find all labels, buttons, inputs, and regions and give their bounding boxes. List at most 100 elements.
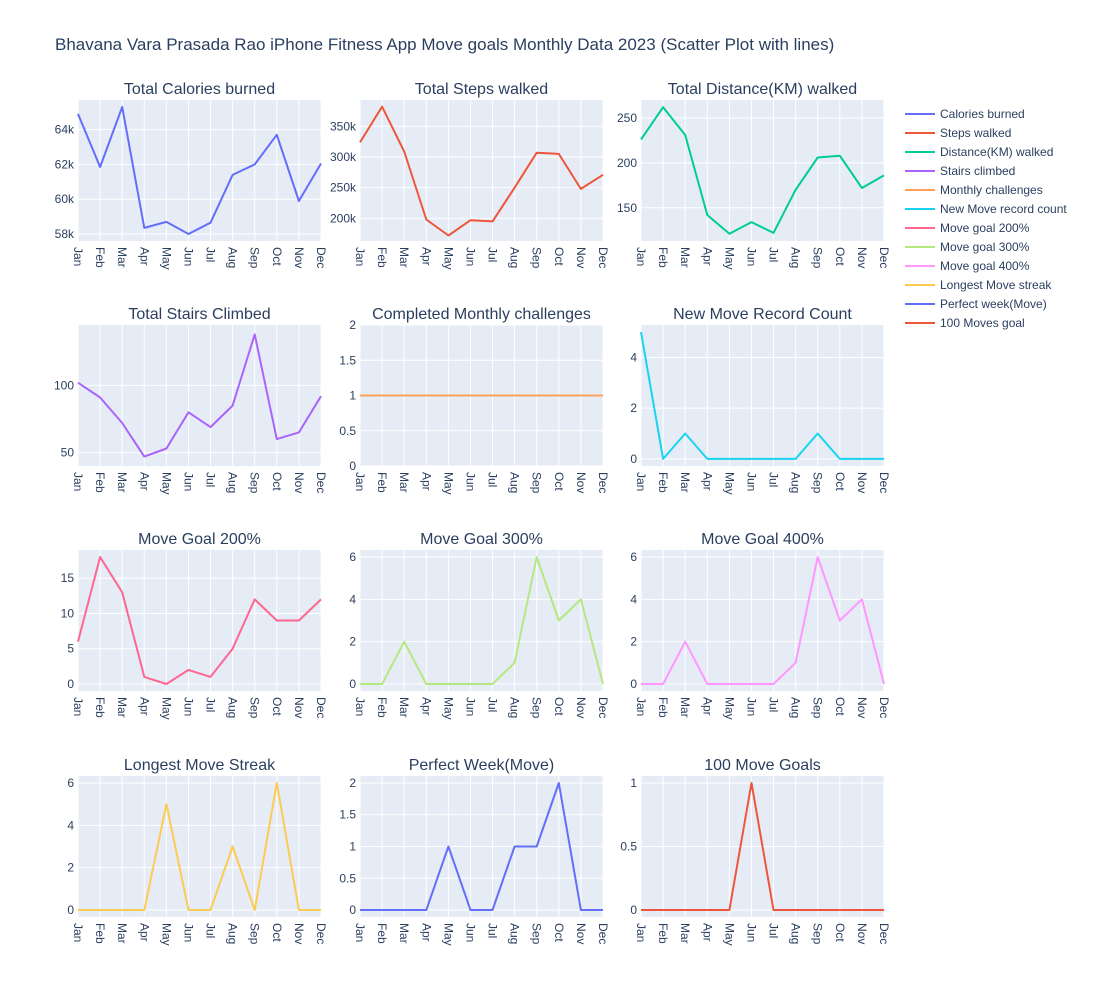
y-tick-label: 2: [349, 635, 356, 649]
x-tick-label: Nov: [574, 697, 588, 718]
x-tick-label: Jun: [744, 923, 758, 942]
subplot-title: Move Goal 200%: [138, 531, 261, 548]
y-tick-label: 2: [349, 318, 356, 332]
x-tick-label: Jun: [181, 247, 195, 266]
x-tick-label: Mar: [397, 472, 411, 493]
y-tick-label: 1: [349, 840, 356, 854]
y-tick-label: 200: [617, 156, 637, 170]
y-tick-label: 1: [630, 776, 637, 790]
legend-label: Longest Move streak: [940, 278, 1052, 292]
y-tick-label: 10: [61, 606, 75, 620]
legend-label: Calories burned: [940, 107, 1025, 121]
legend-item[interactable]: Longest Move streak: [905, 278, 1052, 292]
x-tick-label: Jan: [634, 472, 648, 491]
x-tick-label: Aug: [508, 472, 522, 493]
x-tick-label: Oct: [552, 923, 566, 942]
series-line[interactable]: [77, 106, 322, 235]
x-tick-label: Apr: [137, 697, 151, 716]
x-tick-label: Sep: [248, 247, 262, 269]
legend-item[interactable]: Move goal 200%: [905, 221, 1030, 235]
plot-background: [641, 550, 884, 691]
legend-item[interactable]: Move goal 400%: [905, 259, 1030, 273]
legend-item[interactable]: Perfect week(Move): [905, 297, 1047, 311]
x-tick-label: Oct: [270, 697, 284, 716]
x-tick-label: Feb: [375, 923, 389, 944]
y-tick-label: 0.5: [620, 840, 637, 854]
x-tick-label: Dec: [314, 472, 328, 493]
x-tick-label: May: [159, 697, 173, 720]
legend-item[interactable]: Steps walked: [905, 126, 1011, 140]
y-tick-label: 0: [349, 903, 356, 917]
subplot-title: Total Calories burned: [124, 81, 275, 98]
x-tick-label: Nov: [292, 923, 306, 944]
series-line[interactable]: [78, 782, 321, 911]
plot-background: [78, 100, 321, 241]
series-line[interactable]: [360, 556, 604, 685]
x-tick-label: Sep: [811, 472, 825, 494]
x-tick-label: Jul: [486, 697, 500, 712]
x-tick-label: Apr: [419, 697, 433, 716]
x-tick-label: Mar: [115, 472, 129, 493]
x-tick-label: Aug: [508, 923, 522, 944]
x-tick-label: Feb: [656, 472, 670, 493]
x-tick-label: Jun: [181, 923, 195, 942]
y-tick-label: 0: [630, 903, 637, 917]
x-tick-label: Dec: [877, 923, 891, 944]
legend-label: 100 Moves goal: [940, 316, 1025, 330]
series-line[interactable]: [77, 556, 322, 685]
x-tick-label: Oct: [833, 247, 847, 266]
x-tick-label: Jul: [204, 923, 218, 938]
chart-title: Bhavana Vara Prasada Rao iPhone Fitness …: [55, 35, 834, 54]
x-tick-label: Mar: [678, 923, 692, 944]
series-line[interactable]: [640, 106, 885, 235]
x-tick-label: Dec: [877, 697, 891, 718]
x-tick-label: Feb: [375, 247, 389, 268]
series-line[interactable]: [360, 782, 603, 911]
x-tick-label: Apr: [700, 472, 714, 491]
series-line[interactable]: [640, 331, 884, 460]
legend-item[interactable]: 100 Moves goal: [905, 316, 1025, 330]
x-tick-label: Jun: [463, 697, 477, 716]
y-tick-label: 62k: [55, 157, 75, 171]
x-tick-label: Jan: [71, 923, 85, 942]
x-tick-label: Mar: [397, 697, 411, 718]
x-tick-label: Nov: [574, 472, 588, 493]
subplot-title: New Move Record Count: [673, 306, 852, 323]
x-tick-label: Jul: [767, 472, 781, 487]
y-tick-label: 6: [67, 776, 74, 790]
legend-label: New Move record count: [940, 202, 1067, 216]
legend-item[interactable]: Monthly challenges: [905, 183, 1043, 197]
legend-item[interactable]: Stairs climbed: [905, 164, 1015, 178]
series-line[interactable]: [641, 556, 885, 685]
legend-item[interactable]: New Move record count: [905, 202, 1067, 216]
x-tick-label: Sep: [811, 923, 825, 945]
legend-item[interactable]: Calories burned: [905, 107, 1025, 121]
legend-item[interactable]: Distance(KM) walked: [905, 145, 1053, 159]
x-tick-label: Apr: [700, 247, 714, 266]
y-tick-label: 6: [630, 550, 637, 564]
x-tick-label: Nov: [292, 472, 306, 493]
x-tick-label: Mar: [115, 923, 129, 944]
x-tick-label: Jul: [767, 247, 781, 262]
legend-item[interactable]: Move goal 300%: [905, 240, 1030, 254]
x-tick-label: Jul: [204, 472, 218, 487]
y-tick-label: 0: [349, 459, 356, 473]
series-line[interactable]: [77, 333, 322, 458]
series-line[interactable]: [359, 105, 604, 237]
legend-label: Distance(KM) walked: [940, 145, 1053, 159]
x-tick-label: Apr: [137, 247, 151, 266]
x-tick-label: Apr: [137, 472, 151, 491]
x-tick-label: Jan: [353, 697, 367, 716]
x-tick-label: Jan: [634, 697, 648, 716]
x-tick-label: Dec: [877, 247, 891, 268]
x-tick-label: Oct: [270, 923, 284, 942]
series-line[interactable]: [641, 782, 884, 911]
subplot-5: 0 0.5 1 1.5 2 Jan Feb Mar Apr May Jun Jul Aug Sep Oct N…: [339, 306, 610, 495]
subplot-title: Total Stairs Climbed: [128, 306, 270, 323]
legend[interactable]: Calories burned Steps walked Distance(KM) …: [905, 107, 1067, 330]
subplot-title: Completed Monthly challenges: [372, 306, 591, 323]
x-tick-label: Sep: [530, 472, 544, 494]
x-tick-label: Jan: [353, 472, 367, 491]
x-tick-label: Apr: [137, 923, 151, 942]
x-tick-label: Sep: [811, 697, 825, 719]
